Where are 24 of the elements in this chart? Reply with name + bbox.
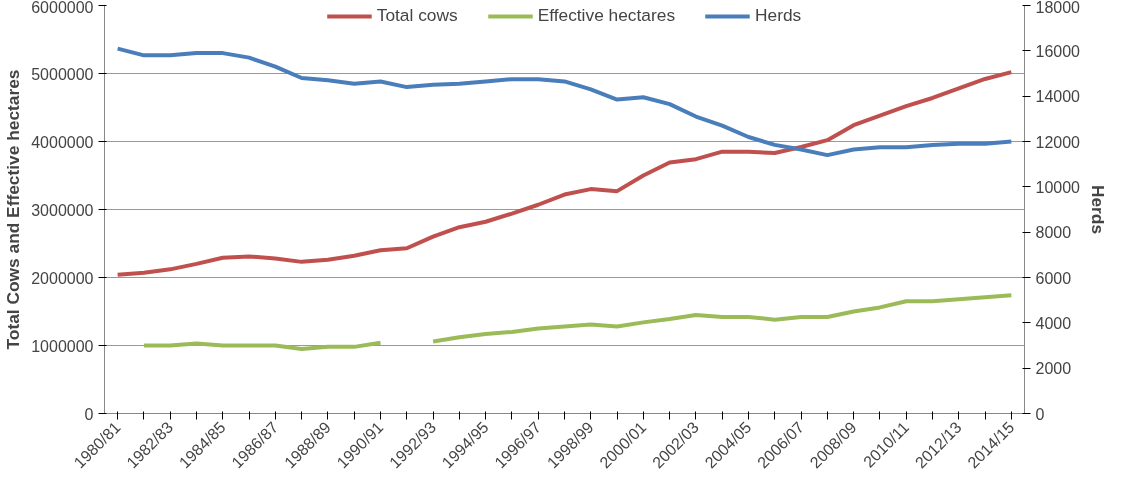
y2-tick-label: 6000 xyxy=(1035,269,1072,287)
y2-tick-label: 0 xyxy=(1035,405,1045,423)
y2-tick-label: 14000 xyxy=(1035,88,1081,106)
y-tick-label: 4000000 xyxy=(31,133,94,151)
y2-tick-label: 16000 xyxy=(1035,42,1081,60)
legend-label: Herds xyxy=(755,5,802,26)
y2-tick-label: 18000 xyxy=(1035,0,1081,16)
y-tick-label: 2000000 xyxy=(31,269,94,287)
y2-tick-label: 12000 xyxy=(1035,133,1081,151)
y2-tick-label: 2000 xyxy=(1035,360,1072,378)
legend-label: Effective hectares xyxy=(537,5,676,26)
y-tick-label: 3000000 xyxy=(31,201,94,219)
y-tick-label: 6000000 xyxy=(31,0,94,16)
y-tick-label: 1000000 xyxy=(31,337,94,355)
y-tick-label: 5000000 xyxy=(31,65,94,83)
y2-tick-label: 10000 xyxy=(1035,178,1081,196)
y2-axis-title: Herds xyxy=(1087,184,1108,235)
legend-label: Total cows xyxy=(376,5,458,26)
y2-tick-label: 8000 xyxy=(1035,224,1072,242)
line-series xyxy=(115,70,1014,277)
y-tick-label: 0 xyxy=(84,405,94,423)
y2-tick-label: 4000 xyxy=(1035,314,1072,332)
y-axis-title: Total Cows and Effective hectares xyxy=(3,69,24,350)
line-series xyxy=(115,46,1014,158)
